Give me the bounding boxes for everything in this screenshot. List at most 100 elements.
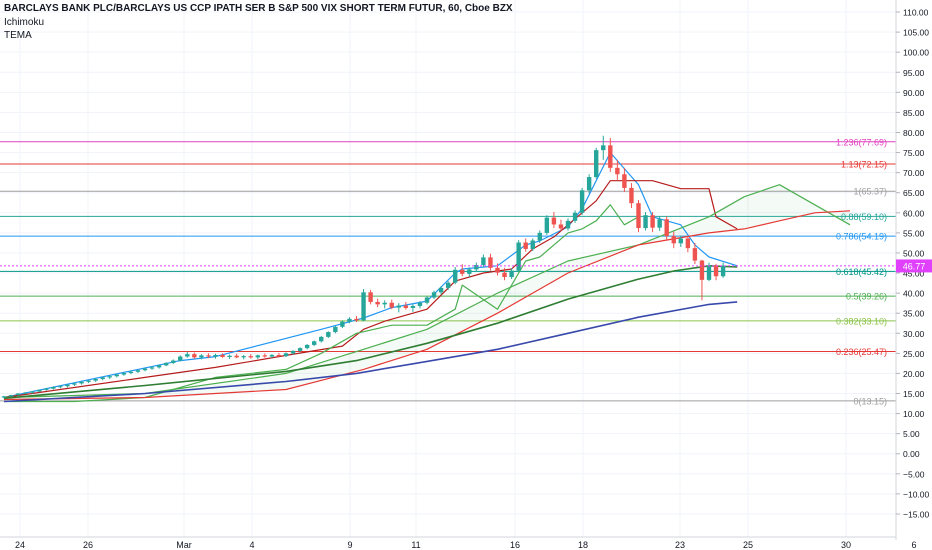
candle-body[interactable]: [192, 354, 197, 358]
candle-body[interactable]: [269, 354, 275, 357]
candle-body[interactable]: [283, 353, 289, 357]
candle-body[interactable]: [403, 305, 409, 308]
candle-body[interactable]: [312, 341, 317, 345]
candle-body[interactable]: [713, 265, 719, 277]
candle-body[interactable]: [643, 215, 648, 229]
candle-body[interactable]: [347, 318, 352, 322]
candle-body[interactable]: [467, 269, 472, 274]
candle-body[interactable]: [206, 355, 211, 357]
candle-body[interactable]: [107, 376, 112, 378]
candle-body[interactable]: [685, 238, 691, 249]
time-axis[interactable]: 24 26 Mar 4 9 11 16 18 23 25 30 6: [15, 540, 917, 550]
candle-body[interactable]: [551, 217, 557, 225]
candle-body[interactable]: [537, 232, 542, 241]
candle-body[interactable]: [86, 380, 91, 382]
candle-body[interactable]: [1, 396, 7, 398]
candle-body[interactable]: [227, 355, 232, 357]
candle-body[interactable]: [636, 203, 641, 229]
candle-body[interactable]: [389, 302, 394, 308]
candle-body[interactable]: [135, 370, 141, 372]
candle-body[interactable]: [382, 302, 387, 305]
candle-body[interactable]: [692, 248, 698, 261]
candle-body[interactable]: [248, 356, 253, 358]
candle-body[interactable]: [586, 177, 592, 191]
candle-body[interactable]: [671, 236, 676, 244]
candle-body[interactable]: [79, 381, 84, 384]
candle-body[interactable]: [297, 348, 303, 351]
candle-body[interactable]: [502, 272, 507, 278]
candle-body[interactable]: [706, 265, 712, 280]
candle-body[interactable]: [396, 305, 401, 308]
candle-body[interactable]: [629, 187, 634, 204]
candle-body[interactable]: [340, 321, 345, 327]
candle-body[interactable]: [142, 368, 148, 371]
candle-body[interactable]: [149, 367, 155, 369]
candle-body[interactable]: [565, 220, 571, 229]
candle-body[interactable]: [431, 292, 437, 298]
candle-body[interactable]: [650, 215, 655, 228]
candle-body[interactable]: [58, 386, 63, 388]
candle-body[interactable]: [678, 238, 683, 244]
candle-body[interactable]: [622, 174, 627, 188]
candle-body[interactable]: [699, 260, 705, 280]
candle-body[interactable]: [93, 379, 98, 381]
candle-body[interactable]: [8, 395, 14, 397]
candle-body[interactable]: [128, 371, 134, 374]
candle-body[interactable]: [22, 392, 28, 394]
candle-body[interactable]: [601, 145, 606, 151]
candle-body[interactable]: [594, 150, 599, 178]
candle-body[interactable]: [304, 344, 310, 349]
candle-body[interactable]: [509, 270, 514, 278]
candle-body[interactable]: [156, 365, 162, 368]
candle-body[interactable]: [424, 297, 430, 303]
candle-body[interactable]: [100, 377, 105, 380]
candle-body[interactable]: [495, 267, 500, 273]
candle-body[interactable]: [213, 354, 218, 357]
candle-body[interactable]: [523, 242, 528, 249]
candle-body[interactable]: [438, 287, 444, 293]
candle-body[interactable]: [530, 240, 535, 249]
candle-body[interactable]: [276, 354, 282, 357]
candle-body[interactable]: [558, 224, 564, 229]
candle-body[interactable]: [417, 302, 423, 306]
candle-body[interactable]: [460, 269, 465, 274]
candle-body[interactable]: [664, 219, 669, 237]
candle-body[interactable]: [185, 354, 190, 357]
candle-body[interactable]: [326, 332, 331, 337]
candle-body[interactable]: [579, 190, 585, 213]
candle-body[interactable]: [114, 374, 119, 377]
price-axis[interactable]: 110.00 105.00 100.00 95.00 90.00 85.00 80.00 75…: [896, 8, 930, 520]
candle-body[interactable]: [220, 354, 225, 357]
candle-body[interactable]: [488, 257, 493, 268]
candle-body[interactable]: [453, 269, 458, 283]
candle-body[interactable]: [375, 301, 380, 305]
candle-body[interactable]: [319, 336, 324, 342]
candle-body[interactable]: [657, 219, 662, 228]
candle-body[interactable]: [51, 387, 56, 389]
candle-body[interactable]: [516, 242, 521, 271]
fibonacci-retracement[interactable]: [0, 141, 896, 402]
candle-body[interactable]: [72, 383, 77, 385]
candle-body[interactable]: [333, 326, 338, 333]
candle-body[interactable]: [445, 282, 451, 288]
candle-body[interactable]: [572, 212, 578, 221]
candle-body[interactable]: [30, 391, 35, 393]
candle-body[interactable]: [262, 355, 268, 357]
candle-body[interactable]: [410, 305, 416, 308]
candle-body[interactable]: [37, 389, 42, 392]
candle-body[interactable]: [171, 360, 176, 363]
candle-body[interactable]: [544, 217, 550, 233]
candle-body[interactable]: [199, 355, 204, 358]
candle-body[interactable]: [15, 393, 21, 396]
indicator-tema-label[interactable]: TEMA: [4, 30, 32, 41]
candle-body[interactable]: [615, 167, 620, 175]
candle-body[interactable]: [608, 145, 613, 168]
candle-body[interactable]: [65, 384, 70, 387]
candle-body[interactable]: [368, 292, 373, 302]
candle-body[interactable]: [44, 388, 49, 390]
candle-body[interactable]: [121, 373, 127, 375]
candle-body[interactable]: [354, 318, 359, 321]
candle-body[interactable]: [255, 355, 260, 358]
candle-body[interactable]: [474, 265, 479, 270]
